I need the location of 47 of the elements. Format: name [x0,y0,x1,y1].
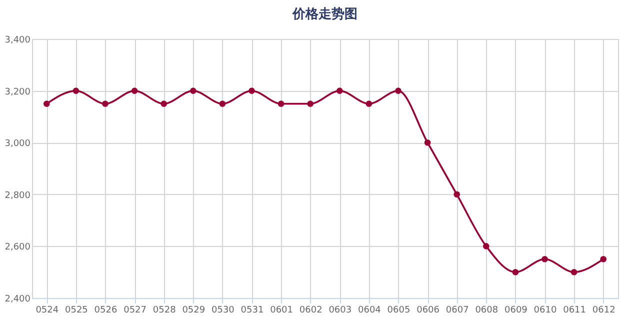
point [542,256,548,262]
x-tick-label: 0609 [504,306,528,316]
point [131,88,138,94]
y-tick-label: 3,000 [4,139,31,150]
y-tick-label: 3,400 [4,36,31,46]
point [278,100,284,107]
y-tick-label: 2,600 [4,242,31,253]
x-tick-label: 0608 [475,306,498,316]
x-tick-label: 0524 [36,306,59,316]
x-tick-label: 0603 [328,306,352,316]
point [219,100,226,107]
point [248,88,255,94]
point [43,100,50,107]
x-tick-label: 0605 [387,306,410,316]
point [102,100,108,107]
point [600,256,607,262]
x-tick-label: 0528 [152,306,176,316]
x-tick-label: 0531 [240,306,264,316]
y-tick-label: 2,400 [4,294,31,304]
x-tick-label: 0607 [446,306,469,316]
x-tick-label: 0601 [270,306,294,316]
point [482,243,490,250]
point [570,268,578,276]
point [72,88,80,94]
x-tick-label: 0604 [358,306,382,316]
y-tick-label: 2,800 [4,190,31,201]
point [190,88,196,94]
x-tick-label: 0610 [534,306,557,316]
point [336,88,343,94]
x-tick-label: 0602 [299,306,322,316]
x-tick-label: 0530 [211,306,235,316]
x-tick-label: 0612 [592,306,616,316]
x-tick-label: 0525 [64,306,88,316]
y-tick-label: 3,200 [4,87,31,98]
x-tick-label: 0527 [124,306,147,316]
point [160,100,168,107]
point [307,100,314,107]
x-tick-label: 0526 [94,306,118,316]
x-tick-label: 0611 [563,306,586,316]
point [395,88,402,94]
x-tick-label: 0529 [182,306,206,316]
point [454,191,460,198]
point [512,268,519,276]
point [366,100,372,107]
chart-title: 价格走势图 [292,6,358,22]
point [424,139,431,146]
x-tick-label: 0606 [416,306,440,316]
